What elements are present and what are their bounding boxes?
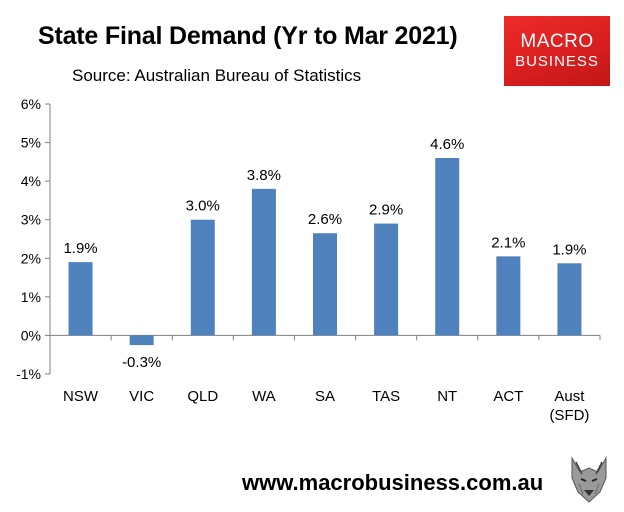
category-label: QLD (187, 388, 218, 405)
chart-title: State Final Demand (Yr to Mar 2021) (38, 22, 458, 50)
bar (313, 233, 337, 336)
y-tick-label: 0% (21, 327, 41, 343)
chart-source: Source: Australian Bureau of Statistics (72, 66, 362, 85)
category-label-line: NSW (63, 388, 99, 405)
logo-line-1: MACRO (520, 31, 594, 52)
category-label-line: QLD (187, 388, 218, 405)
category-label: Aust (SFD) (549, 388, 589, 424)
category-label-line: WA (252, 388, 276, 405)
data-label: 3.0% (186, 198, 220, 215)
data-label: 3.8% (247, 167, 281, 184)
bar (496, 256, 521, 336)
y-tick-label: 2% (21, 250, 41, 266)
category-label-line: ACT (493, 388, 523, 405)
bar (68, 262, 93, 336)
category-label: SA (315, 388, 335, 405)
data-label: 2.1% (491, 234, 525, 251)
category-label: WA (252, 388, 276, 405)
macrobusiness-logo[interactable]: MACRO BUSINESS (504, 16, 610, 86)
bar (190, 219, 215, 336)
data-label: 4.6% (430, 136, 464, 153)
wolf-mascot-icon (562, 452, 616, 506)
bar (374, 223, 399, 336)
category-label-line: NT (437, 388, 457, 405)
y-tick-label: 6% (21, 96, 41, 112)
data-label: 1.9% (552, 241, 586, 258)
data-label: 2.9% (369, 202, 403, 219)
bar (251, 188, 276, 336)
y-tick-label: 3% (21, 212, 41, 228)
category-label: ACT (493, 388, 523, 405)
category-label: NSW (63, 388, 99, 405)
data-label: -0.3% (122, 354, 161, 371)
y-tick-label: 5% (21, 135, 41, 151)
data-label: 2.6% (308, 211, 342, 228)
y-tick-label: 1% (21, 289, 41, 305)
bar (557, 263, 582, 336)
category-label-line: SA (315, 388, 335, 405)
category-label: TAS (372, 388, 400, 405)
bar (435, 158, 460, 336)
category-label: NT (437, 388, 457, 405)
bar (129, 335, 154, 346)
category-label: VIC (129, 388, 154, 405)
logo-line-2: BUSINESS (515, 53, 599, 70)
category-label-line: TAS (372, 388, 400, 405)
category-label-line: (SFD) (549, 407, 589, 424)
y-tick-label: -1% (16, 366, 41, 382)
category-label-line: VIC (129, 388, 154, 405)
y-tick-label: 4% (21, 173, 41, 189)
data-label: 1.9% (63, 240, 97, 257)
category-label-line: Aust (554, 388, 585, 405)
website-url[interactable]: www.macrobusiness.com.au (242, 470, 544, 495)
